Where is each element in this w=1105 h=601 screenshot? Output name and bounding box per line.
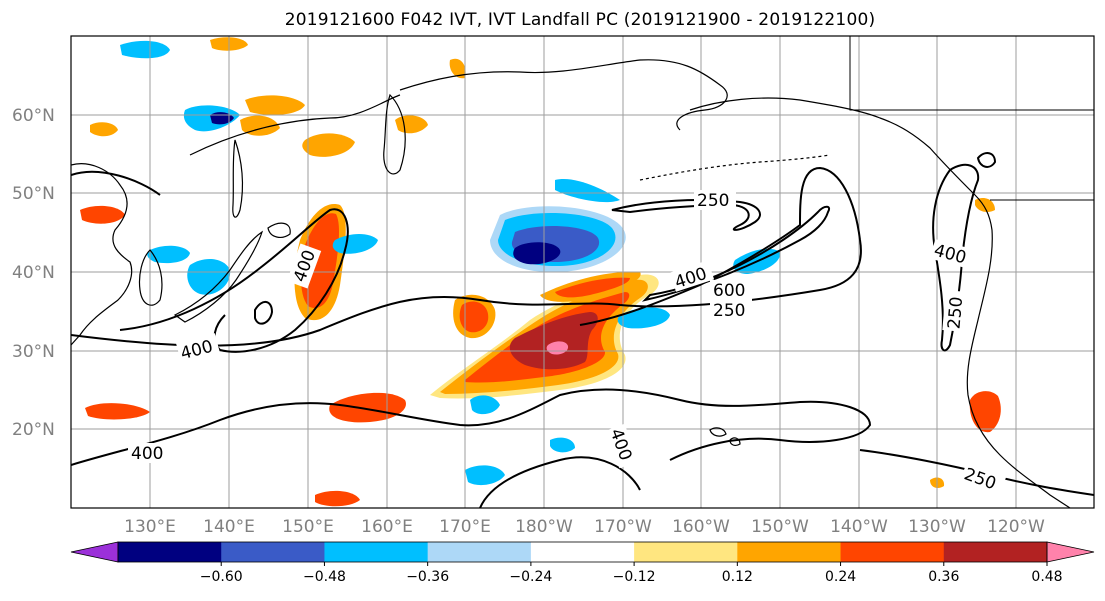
contour-label: 250	[697, 191, 729, 211]
contour-south-400	[71, 388, 872, 466]
lon-label: 180°W	[515, 517, 573, 537]
negative-patch-japan-n	[147, 245, 190, 264]
longitude-labels: 130°E 140°E 150°E 160°E 170°E 180°W 170°…	[124, 517, 1045, 537]
negative-patch-mid	[332, 234, 378, 254]
lon-label: 120°W	[987, 517, 1045, 537]
lon-label: 140°W	[830, 517, 888, 537]
colorbar: −0.60 −0.48 −0.36 −0.24 −0.12 0.12 0.24 0.36 0.4…	[70, 541, 1095, 585]
contour-west-north	[71, 170, 161, 196]
lat-label: 60°N	[12, 106, 55, 126]
lon-label: 170°E	[439, 517, 491, 537]
coast-asia-mainland	[71, 163, 133, 346]
colorbar-segment	[118, 542, 222, 562]
positive-patch-nw-1	[245, 95, 305, 116]
lon-label: 150°E	[282, 517, 334, 537]
positive-patch-japan-core	[300, 213, 340, 309]
positive-patch-plume-core	[509, 312, 598, 370]
colorbar-tick-label: 0.24	[825, 569, 856, 585]
border-alaska-canada	[849, 36, 1094, 111]
coast-sakhalin	[232, 139, 244, 218]
colorbar-segment	[634, 542, 738, 562]
colorbar-segment	[530, 542, 635, 562]
positive-patch-south	[315, 490, 360, 507]
colorbar-segment	[221, 542, 325, 562]
coast-hokkaido	[267, 222, 291, 238]
coast-japan	[173, 230, 264, 323]
lon-label: 150°W	[751, 517, 809, 537]
lon-label: 130°E	[124, 517, 176, 537]
colorbar-extend-low	[70, 541, 119, 563]
colorbar-tick-label: −0.60	[200, 569, 243, 585]
contour-ca-inner	[976, 152, 997, 168]
contour-label: 250	[713, 301, 745, 321]
lat-label: 20°N	[12, 420, 55, 440]
colorbar-segment	[840, 542, 945, 562]
coast-kamchatka	[383, 93, 406, 175]
colorbar-tick-label: 0.48	[1031, 569, 1062, 585]
lon-label: 160°E	[361, 517, 413, 537]
colorbar-extend-high	[1046, 541, 1095, 563]
lon-label: 140°E	[203, 517, 255, 537]
negative-patch-south-3	[470, 395, 500, 415]
negative-patch-nw-1	[120, 40, 170, 59]
positive-patch-upper-core	[555, 277, 630, 298]
coast-okhotsk	[189, 94, 401, 156]
lat-label: 40°N	[12, 263, 55, 283]
lon-label: 130°W	[908, 517, 966, 537]
colorbar-segment	[943, 542, 1048, 562]
map-title: 2019121600 F042 IVT, IVT Landfall PC (20…	[284, 10, 876, 30]
negative-patch-south-2	[550, 437, 575, 453]
colorbar-tick-label: 0.12	[722, 569, 753, 585]
negative-patch-japan	[187, 258, 231, 295]
colorbar-tick-label: 0.36	[928, 569, 959, 585]
colorbar-tick-label: −0.48	[303, 569, 346, 585]
coast-alaska	[689, 97, 1071, 508]
colorbar-tick-label: −0.24	[509, 569, 552, 585]
positive-patch-west-edge	[80, 205, 125, 224]
colorbar-outline	[117, 541, 1048, 563]
lon-label: 170°W	[594, 517, 652, 537]
coast-aleutians	[639, 154, 831, 181]
positive-patch-ne-1	[449, 58, 466, 79]
positive-patch-sw-edge	[85, 403, 150, 420]
contour-jet-outer	[71, 166, 862, 347]
colorbar-segment	[324, 542, 429, 562]
contour-japan-400	[119, 208, 349, 353]
contour-label: 250	[944, 296, 967, 330]
negative-patch-north	[555, 179, 620, 203]
positive-patch-se	[969, 391, 1001, 433]
latitude-labels: 60°N 50°N 40°N 30°N 20°N	[12, 106, 55, 440]
colorbar-segment	[737, 542, 842, 562]
colorbar-tick-label: −0.36	[406, 569, 449, 585]
contour-label: 400	[131, 444, 163, 464]
coastlines	[71, 36, 1094, 508]
positive-patch-west-core	[459, 301, 489, 333]
hawaii-islands	[709, 427, 741, 446]
colorbar-segment	[427, 542, 532, 562]
positive-patch-nw-5	[90, 122, 118, 137]
negative-patch-south	[465, 465, 505, 486]
colorbar-tick-label: −0.12	[613, 569, 656, 585]
contour-japan-inner	[254, 301, 274, 325]
contour-south-inner	[479, 456, 641, 508]
contour-jet-inner	[641, 205, 830, 302]
ivt-contours	[71, 152, 1094, 508]
negative-patch-central-deep	[513, 242, 561, 265]
contour-label: 600	[713, 281, 745, 301]
coast-korea	[138, 249, 163, 306]
positive-patch-nw-2	[240, 115, 280, 136]
lat-label: 30°N	[12, 342, 55, 362]
coast-siberia-north	[399, 59, 728, 131]
positive-patch-nw-3	[302, 133, 355, 157]
lon-label: 160°W	[672, 517, 730, 537]
map-layer: 250 400 600 250 400 400 400 250 400 400 …	[71, 36, 1094, 508]
lat-label: 50°N	[12, 184, 55, 204]
map-frame	[70, 35, 1095, 509]
contour-labels: 250 400 600 250 400 400 400 250 400 400 …	[128, 190, 1007, 496]
